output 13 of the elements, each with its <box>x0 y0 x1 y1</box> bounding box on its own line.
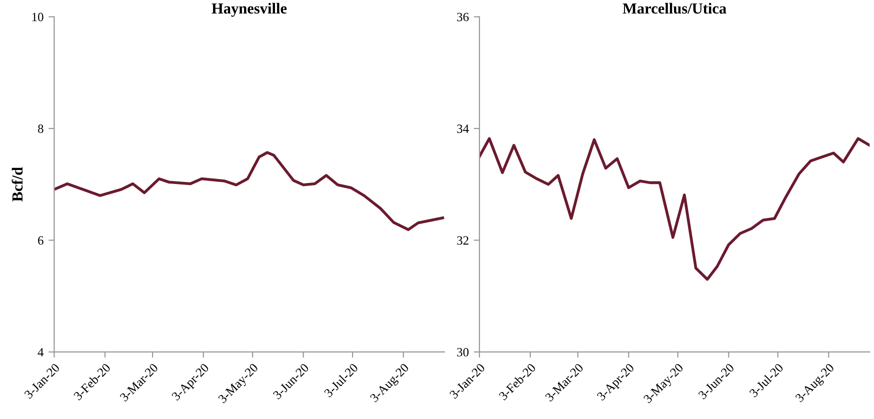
y-tick-label: 4 <box>38 348 44 356</box>
y-tick-label: 34 <box>457 124 469 133</box>
y-tick-label: 36 <box>457 12 469 22</box>
y-tick-label: 10 <box>32 12 44 22</box>
y-tick-label: 30 <box>457 348 469 356</box>
y-tick-label: 8 <box>38 124 44 133</box>
y-axis-title: Bcf/d <box>12 167 23 202</box>
chart-title: Haynesville <box>212 2 287 17</box>
y-tick-label: 6 <box>38 236 44 245</box>
chart-title: Marcellus/Utica <box>622 2 726 14</box>
y-tick-label: 32 <box>457 236 468 245</box>
line-series <box>54 151 444 231</box>
line-series <box>479 137 870 281</box>
